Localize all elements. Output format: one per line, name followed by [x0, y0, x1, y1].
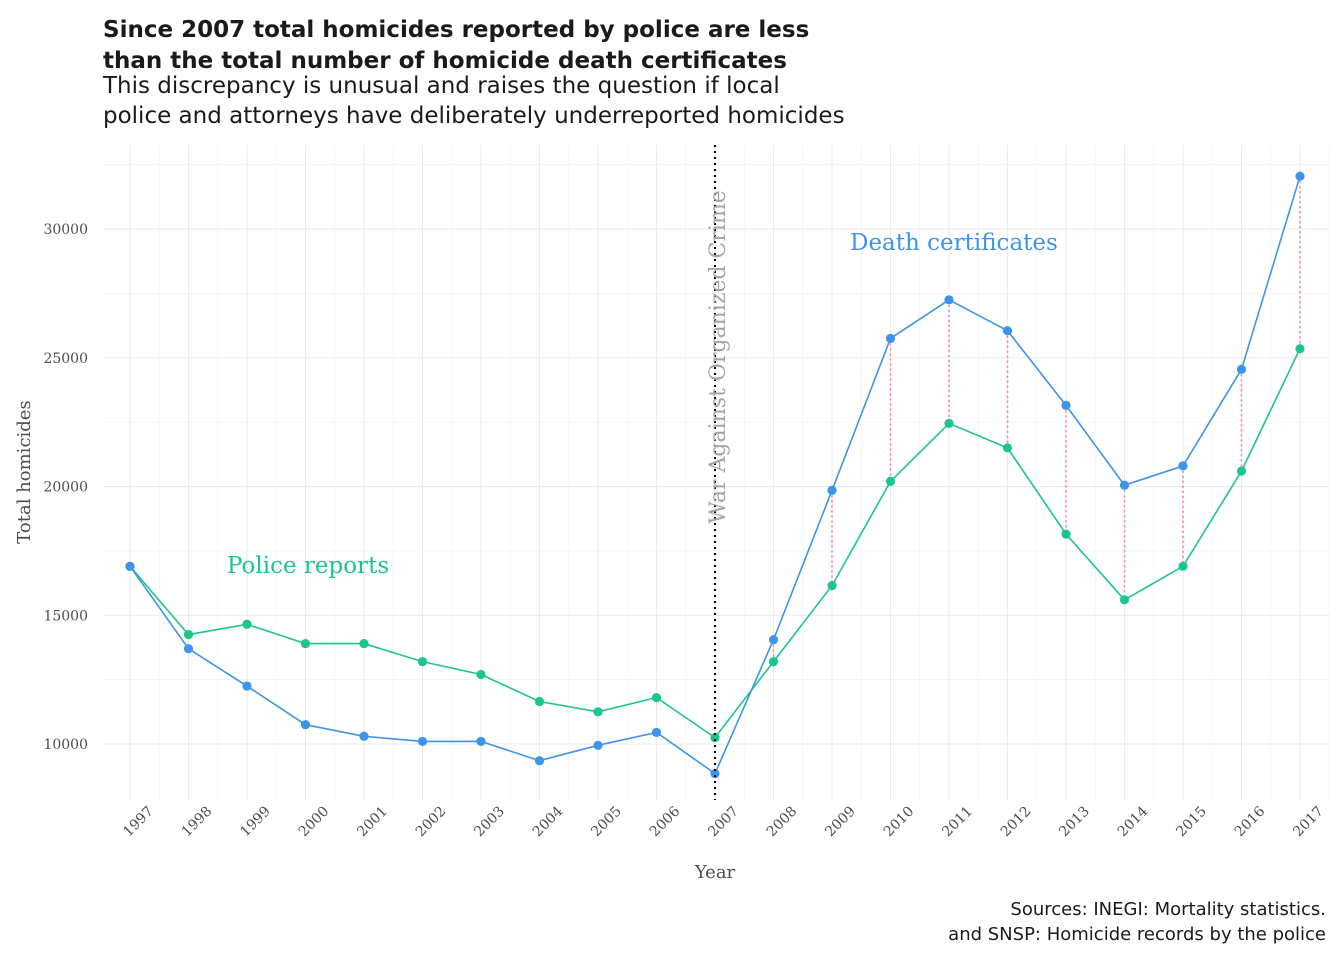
data-point-death-certificates — [125, 561, 135, 571]
x-tick-label: 2004 — [530, 803, 567, 840]
data-point-death-certificates — [1061, 400, 1071, 410]
x-tick-label: 2011 — [939, 804, 976, 841]
x-tick-label: 2015 — [1173, 804, 1210, 841]
data-point-death-certificates — [300, 720, 311, 730]
data-point-death-certificates — [1178, 461, 1188, 471]
axis-ticks: 10000 15000 20000 25000 30000 1997 1998 1999 200… — [43, 222, 1326, 840]
y-tick-label: 20000 — [43, 480, 88, 496]
data-point-police-reports — [768, 657, 779, 667]
x-tick-label: 2006 — [647, 803, 684, 840]
x-tick-label: 2002 — [413, 804, 450, 841]
data-point-police-reports — [827, 581, 837, 591]
caption-line-1: Sources: INEGI: Mortality statistics. — [1010, 899, 1326, 920]
y-tick-label: 30000 — [43, 222, 88, 238]
event-label: War Against Organized Crime — [706, 190, 731, 524]
y-tick-label: 15000 — [43, 608, 88, 624]
data-point-death-certificates — [242, 681, 252, 691]
data-point-police-reports — [710, 732, 720, 743]
data-point-death-certificates — [534, 756, 545, 766]
data-point-police-reports — [534, 696, 545, 707]
series-points — [125, 171, 1305, 779]
data-point-police-reports — [1002, 443, 1013, 453]
data-point-police-reports — [1178, 561, 1188, 571]
difference-segments — [772, 176, 1301, 662]
data-point-police-reports — [651, 693, 662, 703]
y-tick-label: 25000 — [43, 351, 88, 367]
chart-title-line-1: Since 2007 total homicides reported by p… — [103, 17, 809, 43]
series-label-death-certificates: Death certificates — [850, 230, 1058, 256]
data-point-police-reports — [1061, 529, 1071, 539]
x-tick-label: 2008 — [764, 804, 801, 841]
data-point-death-certificates — [768, 635, 779, 645]
series-label-police-reports: Police reports — [227, 553, 389, 579]
y-axis-title: Total homicides — [14, 400, 35, 543]
data-point-death-certificates — [885, 333, 896, 344]
caption-line-2: and SNSP: Homicide records by the police — [948, 924, 1326, 945]
x-tick-label: 2001 — [354, 804, 391, 841]
data-point-death-certificates — [710, 769, 720, 779]
data-point-police-reports — [593, 707, 603, 717]
data-point-police-reports — [1119, 595, 1130, 605]
chart-subtitle-line-1: This discrepancy is unusual and raises t… — [102, 73, 780, 99]
x-tick-label: 2003 — [471, 804, 508, 841]
data-point-police-reports — [417, 657, 428, 667]
data-point-death-certificates — [1295, 171, 1305, 181]
data-point-death-certificates — [183, 644, 194, 654]
x-tick-label: 2014 — [1115, 803, 1152, 840]
x-tick-label: 2010 — [881, 804, 918, 841]
data-point-death-certificates — [593, 740, 603, 750]
chart-title-line-2: than the total number of homicide death … — [103, 48, 787, 74]
data-point-police-reports — [1295, 344, 1305, 354]
x-tick-label: 1997 — [120, 804, 157, 841]
x-tick-label: 2005 — [588, 804, 625, 841]
data-point-police-reports — [359, 638, 369, 649]
x-tick-label: 2007 — [705, 804, 742, 841]
data-point-police-reports — [183, 629, 194, 640]
data-point-police-reports — [885, 476, 896, 486]
data-point-police-reports — [1236, 466, 1247, 476]
x-axis-title: Year — [694, 862, 736, 883]
x-tick-label: 2009 — [822, 804, 859, 841]
chart-subtitle-line-2: police and attorneys have deliberately u… — [103, 103, 845, 129]
x-tick-label: 2016 — [1232, 803, 1269, 840]
data-point-police-reports — [300, 638, 311, 649]
data-point-death-certificates — [417, 736, 428, 747]
data-point-death-certificates — [1236, 364, 1247, 374]
data-point-death-certificates — [476, 736, 486, 747]
x-tick-label: 2017 — [1290, 804, 1327, 841]
x-tick-label: 1998 — [179, 804, 216, 841]
data-point-police-reports — [242, 619, 252, 629]
data-point-police-reports — [944, 418, 954, 429]
data-point-death-certificates — [944, 295, 954, 305]
data-point-death-certificates — [359, 731, 369, 741]
y-tick-label: 10000 — [43, 737, 88, 753]
grid-layer — [103, 145, 1330, 800]
x-tick-label: 1999 — [237, 804, 274, 841]
x-tick-label: 2013 — [1056, 804, 1093, 841]
data-point-death-certificates — [1119, 480, 1130, 490]
event-annotation: War Against Organized Crime — [706, 145, 731, 800]
data-point-police-reports — [476, 669, 486, 680]
data-point-death-certificates — [1002, 326, 1013, 336]
x-tick-label: 2000 — [296, 804, 333, 841]
data-point-death-certificates — [827, 485, 837, 495]
data-point-death-certificates — [651, 727, 662, 738]
x-tick-label: 2012 — [998, 804, 1035, 841]
